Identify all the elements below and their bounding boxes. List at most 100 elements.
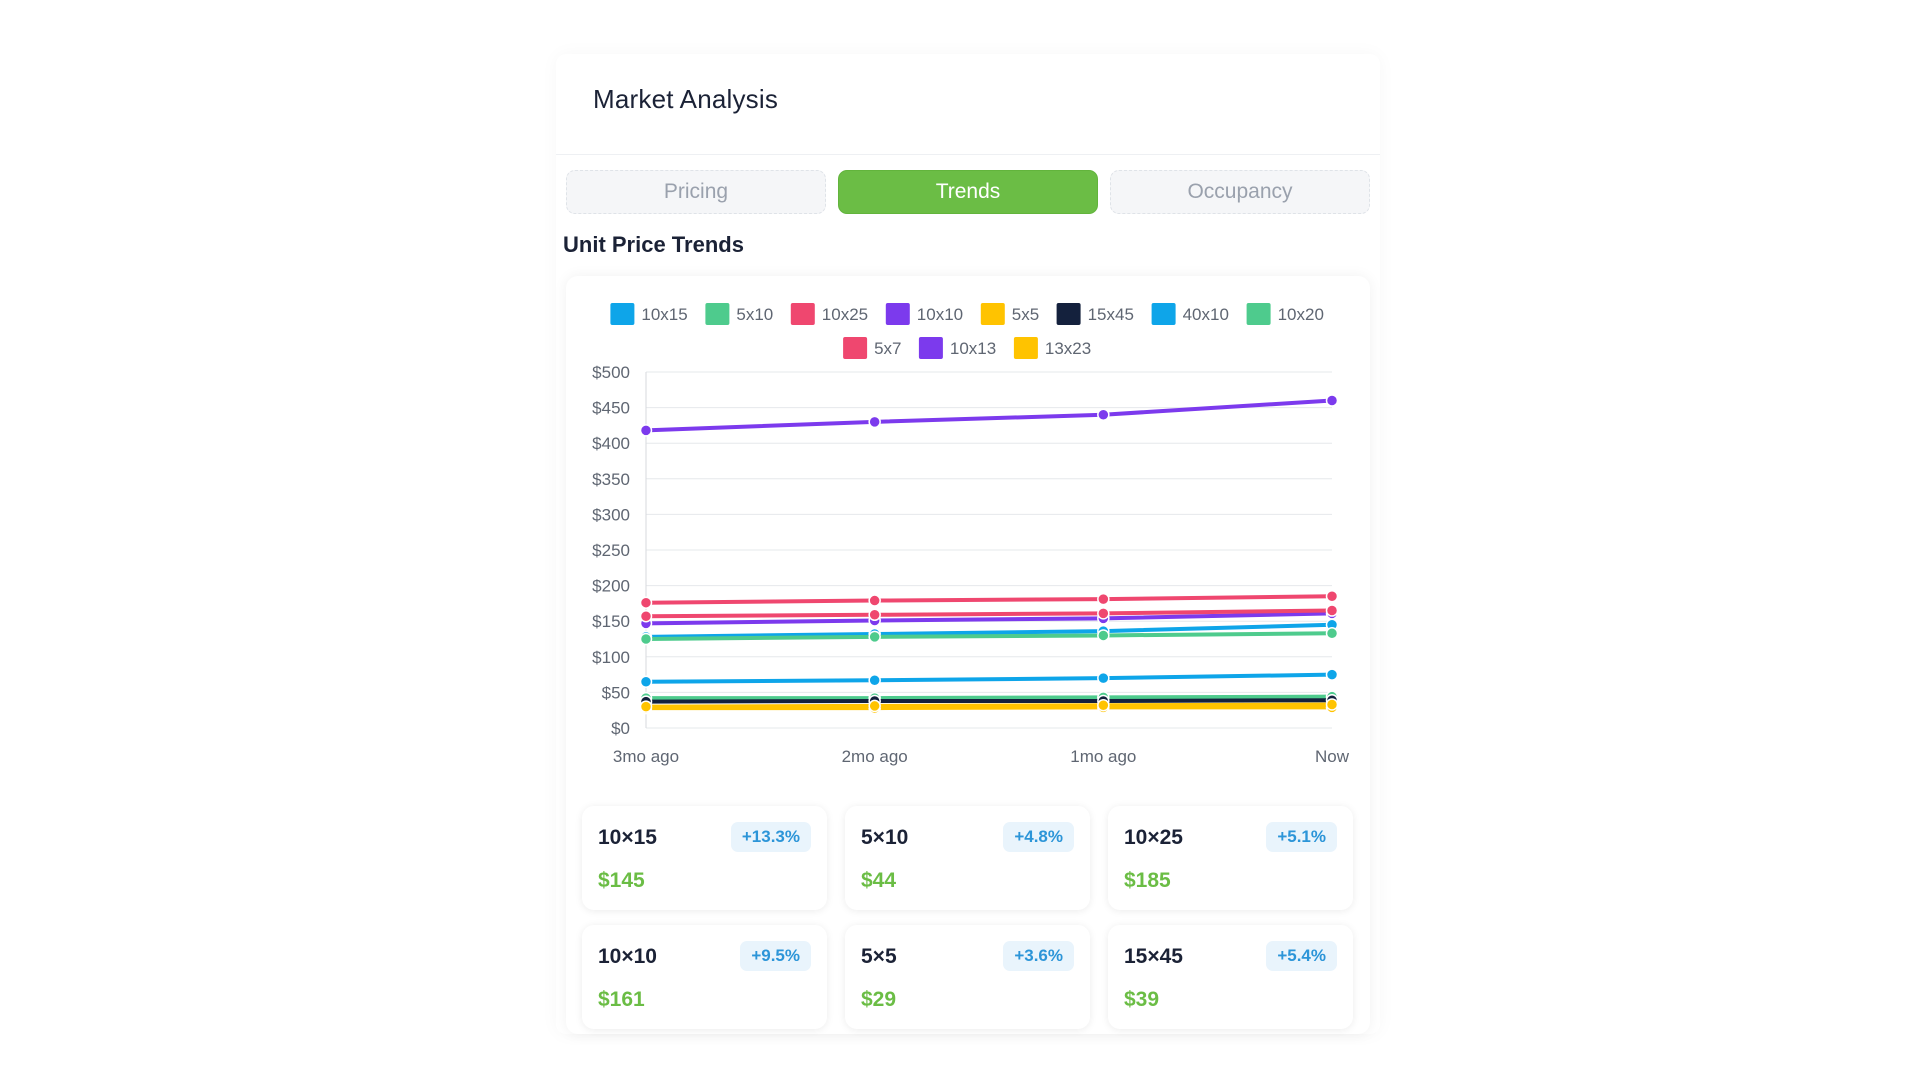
series-line [644, 702, 1334, 709]
legend-swatch [980, 303, 1005, 325]
legend-swatch [1013, 337, 1038, 359]
data-point [868, 594, 881, 607]
legend-swatch [885, 303, 910, 325]
series-line [644, 398, 1334, 433]
data-point [1097, 592, 1110, 606]
data-point [1097, 629, 1110, 642]
y-tick-label: $100 [592, 648, 630, 667]
y-tick-label: $450 [592, 399, 630, 418]
stat-card: 10×10 +9.5% $161 [582, 925, 827, 1029]
header-divider [556, 154, 1380, 155]
series-line [644, 631, 1334, 641]
chart-card: $0 $50 $100 $150 $200 $250 $300 $350 $400 $450 $50… [566, 276, 1370, 1034]
data-point [639, 596, 653, 609]
section-title: Unit Price Trends [563, 232, 744, 257]
series-line [644, 694, 1334, 701]
stat-price: $161 [598, 988, 645, 1011]
y-tick-label: $300 [592, 505, 630, 524]
legend-swatch [1246, 303, 1271, 325]
x-tick-label: 3mo ago [613, 747, 679, 766]
legend-label: 40x10 [1183, 305, 1229, 324]
tab-occupancy[interactable]: Occupancy [1110, 170, 1370, 214]
data-point [639, 700, 653, 713]
data-point [1097, 671, 1110, 685]
change-badge: +4.8% [1003, 822, 1074, 852]
stat-card: 5×5 +3.6% $29 [845, 925, 1090, 1029]
stat-card: 10×25 +5.1% $185 [1108, 806, 1353, 910]
series-line [644, 608, 1334, 619]
tab-trends[interactable]: Trends [838, 170, 1098, 214]
data-point [639, 632, 653, 646]
stat-card: 5×10 +4.8% $44 [845, 806, 1090, 910]
data-point [1097, 698, 1110, 712]
stat-price: $44 [861, 869, 897, 892]
legend-label: 10x20 [1278, 305, 1324, 324]
legend-swatch [843, 337, 868, 359]
series-line [644, 698, 1334, 704]
legend-swatch [790, 303, 815, 325]
data-point [639, 609, 653, 623]
y-tick-label: $400 [592, 434, 630, 453]
legend-swatch [705, 303, 730, 325]
legend-label: 15x45 [1088, 305, 1134, 324]
stat-unit-size: 10×25 [1124, 826, 1183, 849]
stat-unit-size: 5×5 [861, 945, 897, 968]
legend-label: 10x15 [641, 305, 687, 324]
stat-unit-size: 15×45 [1124, 945, 1183, 968]
series-line [644, 611, 1334, 626]
data-point [868, 608, 881, 622]
series-line [644, 672, 1334, 684]
stat-price: $29 [861, 988, 897, 1011]
change-badge: +5.4% [1266, 941, 1337, 971]
series-line [644, 594, 1334, 605]
change-badge: +13.3% [730, 822, 811, 852]
legend-label: 10x13 [950, 339, 996, 358]
legend-swatch [610, 303, 635, 325]
legend-label: 5x7 [874, 339, 901, 358]
x-tick-label: Now [1315, 747, 1350, 766]
legend-label: 10x10 [917, 305, 963, 324]
stat-price: $185 [1124, 869, 1171, 892]
page-title: Market Analysis [593, 84, 779, 114]
data-point [1325, 394, 1339, 407]
stat-card: 10×15 +13.3% $145 [582, 806, 827, 910]
y-tick-label: $250 [592, 541, 630, 560]
legend-swatch [1056, 303, 1081, 325]
stat-price: $39 [1124, 988, 1160, 1011]
price-trends-chart: $0 $50 $100 $150 $200 $250 $300 $350 $400 $450 $50… [592, 303, 1350, 766]
data-point [639, 424, 653, 437]
legend-swatch [918, 337, 943, 359]
data-point [1097, 408, 1110, 421]
data-point [1325, 698, 1339, 711]
stat-unit-size: 10×15 [598, 826, 657, 849]
y-tick-label: $500 [592, 363, 630, 382]
stat-unit-size: 10×10 [598, 945, 657, 968]
data-point [868, 630, 881, 644]
data-point [1097, 607, 1110, 620]
change-badge: +3.6% [1003, 941, 1074, 971]
tab-pricing[interactable]: Pricing [566, 170, 826, 214]
y-tick-label: $350 [592, 470, 630, 489]
legend-label: 5x10 [736, 305, 773, 324]
stat-unit-size: 5×10 [861, 826, 909, 849]
legend-label: 10x25 [822, 305, 868, 324]
data-point [639, 675, 653, 688]
data-point [868, 699, 881, 713]
tab-bar: Pricing Trends Occupancy [566, 170, 1370, 214]
data-point [868, 674, 881, 687]
change-badge: +5.1% [1266, 822, 1337, 852]
stat-card: 15×45 +5.4% $39 [1108, 925, 1353, 1029]
market-analysis-panel: Market Analysis Pricing Trends Occupancy… [556, 54, 1380, 1034]
data-point [1325, 627, 1339, 640]
data-point [868, 415, 881, 429]
data-point [1325, 590, 1339, 603]
y-tick-label: $200 [592, 577, 630, 596]
stat-price: $145 [598, 869, 645, 892]
y-tick-label: $150 [592, 612, 630, 631]
y-tick-label: $0 [611, 719, 630, 738]
change-badge: +9.5% [740, 941, 811, 971]
x-tick-label: 1mo ago [1070, 747, 1136, 766]
x-tick-label: 2mo ago [842, 747, 908, 766]
legend-label: 5x5 [1012, 305, 1039, 324]
data-point [1325, 668, 1339, 681]
